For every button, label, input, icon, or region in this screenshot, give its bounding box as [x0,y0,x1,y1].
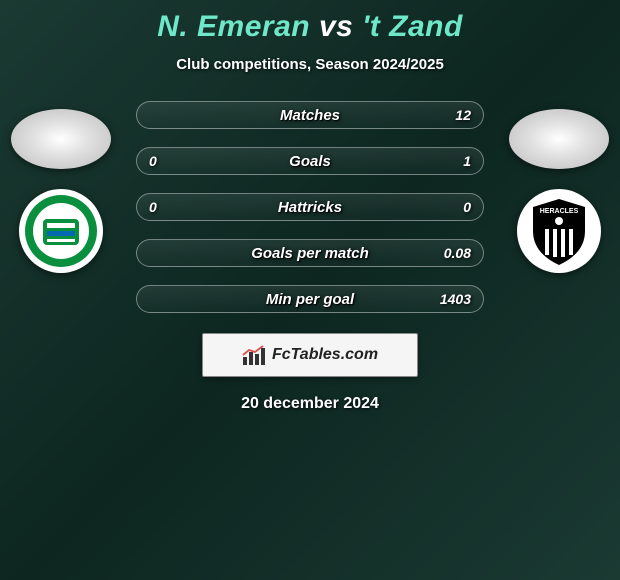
player1-column [6,101,116,273]
stat-right-value: 0 [463,199,471,215]
title-vs: vs [319,10,353,43]
main-row: Matches 12 0 Goals 1 0 Hattricks 0 Goals per mat… [0,101,620,313]
stat-label: Matches [280,107,340,124]
stat-row: 0 Hattricks 0 [136,193,484,221]
subtitle: Club competitions, Season 2024/2025 [176,56,444,73]
club1-logo [19,189,103,273]
player2-photo [509,109,609,169]
stat-left-value: 0 [149,153,157,169]
stat-right-value: 12 [455,107,471,123]
date-text: 20 december 2024 [241,395,379,413]
stat-right-value: 1403 [440,291,471,307]
groningen-logo-icon [19,189,103,273]
player1-photo [11,109,111,169]
comparison-card: N. Emeran vs 't Zand Club competitions, … [0,0,620,413]
stat-right-value: 1 [463,153,471,169]
stat-row: Min per goal 1403 [136,285,484,313]
stat-label: Min per goal [266,291,354,308]
stat-label: Goals [289,153,331,170]
player2-column: HERACLES [504,101,614,273]
stat-label: Goals per match [251,245,369,262]
page-title: N. Emeran vs 't Zand [157,10,463,44]
heracles-logo-icon: HERACLES [517,189,601,273]
bar-chart-icon [242,345,266,365]
brand-text: FcTables.com [272,346,378,364]
stat-row: Goals per match 0.08 [136,239,484,267]
club2-logo: HERACLES [517,189,601,273]
title-player2: 't Zand [362,10,463,43]
stat-row: 0 Goals 1 [136,147,484,175]
stat-left-value: 0 [149,199,157,215]
brand-box[interactable]: FcTables.com [202,333,418,377]
stat-row: Matches 12 [136,101,484,129]
stats-column: Matches 12 0 Goals 1 0 Hattricks 0 Goals per mat… [136,101,484,313]
stat-right-value: 0.08 [444,245,471,261]
stat-label: Hattricks [278,199,342,216]
title-player1: N. Emeran [157,10,310,43]
svg-text:HERACLES: HERACLES [540,208,579,215]
